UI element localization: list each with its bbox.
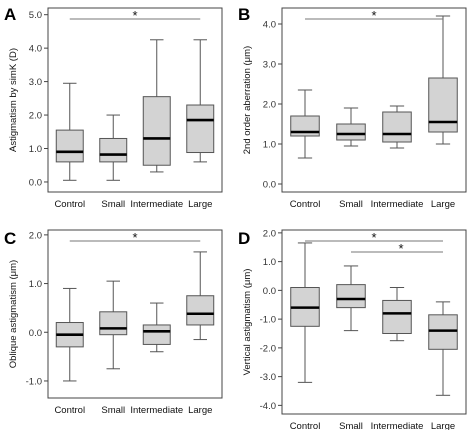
y-tick-label: 4.0 <box>263 20 276 31</box>
panel-a: A 0.0 1.0 2.0 3.0 4.0 5.0 Astigmatism by simK (… <box>4 5 223 210</box>
iqr-box <box>186 104 215 154</box>
y-tick-label: -1.0 <box>26 376 42 387</box>
box-control <box>55 82 84 181</box>
iqr-box <box>336 123 366 141</box>
iqr-box <box>428 77 458 133</box>
y-tick-label: 1.0 <box>263 257 276 268</box>
iqr-box <box>99 137 128 163</box>
y-tick-label: 1.0 <box>29 279 42 290</box>
box-control <box>55 287 84 382</box>
y-tick-label: 3.0 <box>29 77 42 88</box>
iqr-box <box>142 324 171 345</box>
x-category-label: Control <box>54 405 85 416</box>
y-axis-title: 2nd order aberration (μm) <box>242 46 253 154</box>
y-tick-label: -1.0 <box>260 315 276 326</box>
box-control <box>290 242 320 383</box>
x-category-label: Small <box>339 199 363 210</box>
box-small <box>336 107 366 147</box>
iqr-box <box>428 314 458 350</box>
iqr-box <box>382 111 412 143</box>
y-tick-label: 3.0 <box>263 60 276 71</box>
x-category-label: Small <box>101 405 125 416</box>
y-tick-label: 2.0 <box>29 230 42 241</box>
iqr-box <box>142 96 171 166</box>
box-intermediate <box>382 287 412 342</box>
box-large <box>186 251 215 341</box>
box-control <box>290 89 320 159</box>
panel-letter: C <box>4 229 16 248</box>
x-category-label: Intermediate <box>130 405 183 416</box>
y-tick-label: 0.0 <box>29 328 42 339</box>
panel-letter: A <box>4 5 16 24</box>
panel-letter: D <box>238 229 250 248</box>
y-tick-label: -4.0 <box>260 401 276 412</box>
x-category-label: Small <box>339 421 363 430</box>
plot-frame <box>281 229 467 415</box>
box-small <box>99 280 128 370</box>
y-tick-label: 2.0 <box>263 228 276 239</box>
panel-c: C -1.0 0.0 1.0 2.0 Oblique astigmatism (μm) Co… <box>4 229 223 416</box>
box-large <box>428 15 458 145</box>
iqr-box <box>55 129 84 163</box>
y-tick-label: 2.0 <box>29 111 42 122</box>
x-category-label: Large <box>188 199 212 210</box>
x-category-label: Large <box>431 421 455 430</box>
significance-star: * <box>398 241 403 256</box>
box-large <box>186 39 215 163</box>
plot-frame <box>281 7 467 193</box>
box-small <box>99 114 128 181</box>
iqr-box <box>336 284 366 309</box>
y-tick-label: 0.0 <box>263 286 276 297</box>
x-category-label: Control <box>290 199 321 210</box>
x-category-label: Large <box>188 405 212 416</box>
x-category-label: Control <box>54 199 85 210</box>
box-intermediate <box>382 105 412 149</box>
x-category-label: Intermediate <box>371 421 424 430</box>
plot-frame <box>47 229 223 399</box>
y-tick-label: 0.0 <box>29 177 42 188</box>
x-category-label: Control <box>290 421 321 430</box>
iqr-box <box>186 295 215 326</box>
y-tick-label: 2.0 <box>263 100 276 111</box>
box-intermediate <box>142 302 171 353</box>
panel-letter: B <box>238 5 250 24</box>
iqr-box <box>382 299 412 334</box>
y-tick-label: -2.0 <box>260 343 276 354</box>
x-category-label: Intermediate <box>130 199 183 210</box>
panel-b: B 0.0 1.0 2.0 3.0 4.0 2nd order aberration (μm… <box>238 5 467 210</box>
y-tick-label: 4.0 <box>29 44 42 55</box>
significance-star: * <box>132 8 137 23</box>
y-tick-label: -3.0 <box>260 372 276 383</box>
box-intermediate <box>142 39 171 173</box>
y-tick-label: 5.0 <box>29 10 42 21</box>
x-category-label: Large <box>431 199 455 210</box>
y-axis-title: Astigmatism by simK (D) <box>8 48 19 152</box>
significance-star: * <box>132 230 137 245</box>
y-tick-label: 1.0 <box>263 140 276 151</box>
significance-star: * <box>371 230 376 245</box>
iqr-box <box>99 311 128 336</box>
x-category-label: Small <box>101 199 125 210</box>
y-tick-label: 1.0 <box>29 144 42 155</box>
y-axis-title: Oblique astigmatism (μm) <box>8 260 19 368</box>
box-small <box>336 265 366 332</box>
panel-d: D -4.0 -3.0 -2.0 -1.0 0.0 1.0 2.0 Vertical astig… <box>238 228 467 430</box>
box-large <box>428 301 458 396</box>
y-axis-title: Vertical astigmatism (μm) <box>242 269 253 376</box>
x-category-label: Intermediate <box>371 199 424 210</box>
y-tick-label: 0.0 <box>263 180 276 191</box>
significance-star: * <box>371 8 376 23</box>
plot-frame <box>47 7 223 193</box>
